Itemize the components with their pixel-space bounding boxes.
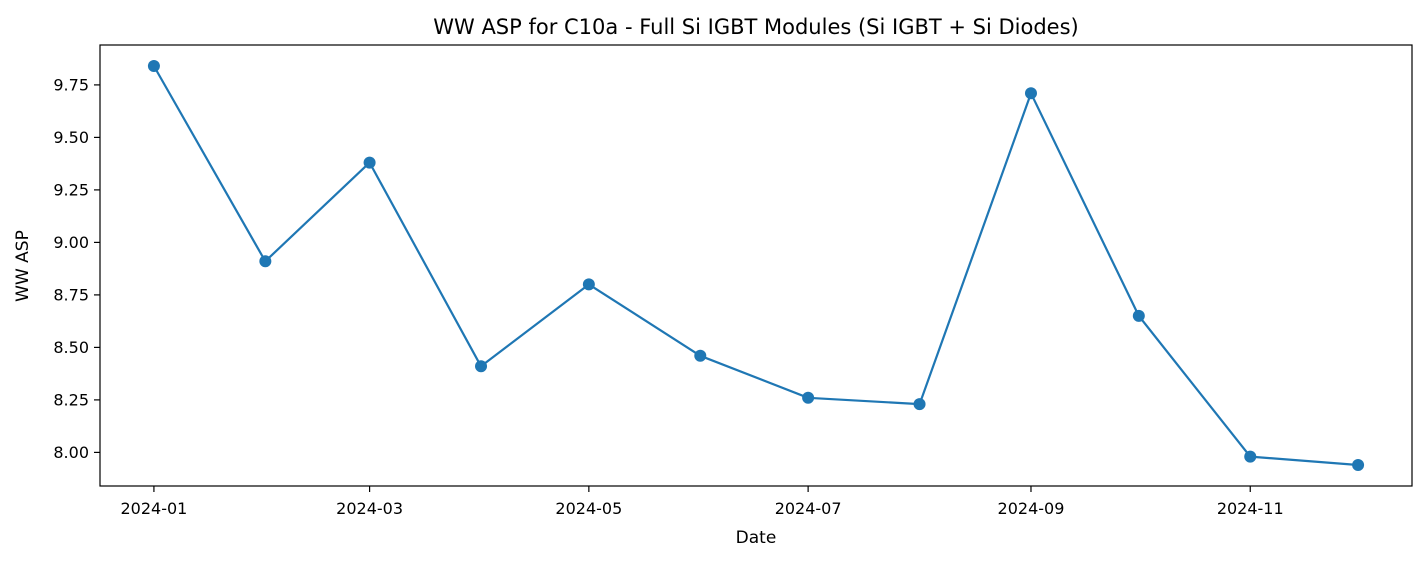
data-point <box>1024 87 1037 100</box>
x-tick-label: 2024-11 <box>1217 499 1284 518</box>
data-point <box>147 60 160 72</box>
x-tick-label: 2024-09 <box>998 499 1065 518</box>
series-line <box>152 65 1359 467</box>
data-point <box>1244 450 1257 463</box>
data-point <box>363 156 376 169</box>
plot-area <box>147 60 1365 471</box>
plot-frame <box>99 44 1413 487</box>
x-tick-label: 2024-03 <box>336 499 403 518</box>
data-point <box>913 398 926 411</box>
x-axis-title: Date <box>736 528 777 548</box>
y-tick-label: 9.25 <box>53 180 89 199</box>
data-point <box>1132 309 1145 322</box>
x-tick-label: 2024-05 <box>555 499 622 518</box>
data-point <box>1352 459 1365 471</box>
y-axis: 8.00 8.25 8.50 8.75 9.00 9.25 9.50 9.75 <box>53 75 100 462</box>
data-point <box>259 255 272 268</box>
y-tick-label: 8.50 <box>53 338 89 357</box>
data-point <box>475 360 488 373</box>
chart-title: WW ASP for C10a - Full Si IGBT Modules (… <box>433 15 1079 39</box>
y-axis-title: WW ASP <box>13 230 33 302</box>
y-tick-label: 9.50 <box>53 128 89 147</box>
x-tick-label: 2024-01 <box>120 499 187 518</box>
y-tick-label: 8.75 <box>53 285 89 304</box>
data-point <box>694 349 707 362</box>
y-tick-label: 8.25 <box>53 390 89 409</box>
x-tick-label: 2024-07 <box>775 499 842 518</box>
y-tick-label: 9.00 <box>53 233 89 252</box>
x-axis: 2024-01 2024-03 2024-05 2024-07 2024-09 2024-… <box>120 486 1284 518</box>
y-tick-label: 8.00 <box>53 443 89 462</box>
y-tick-label: 9.75 <box>53 75 89 94</box>
data-point <box>582 278 595 291</box>
data-point <box>802 391 815 404</box>
